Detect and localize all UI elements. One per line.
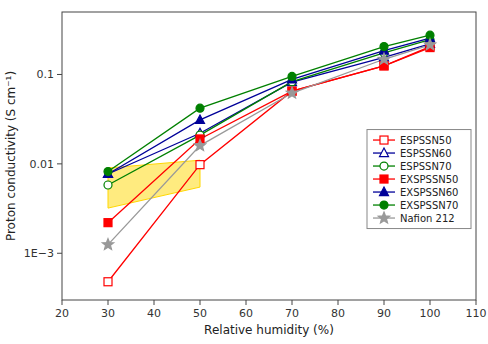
y-tick-label: 0.1 (37, 68, 55, 81)
legend-marker (380, 162, 388, 170)
legend-label: ESPSSN50 (400, 135, 452, 146)
legend-marker (380, 187, 389, 196)
series-line (108, 47, 430, 282)
x-tick-label: 50 (193, 307, 207, 320)
legend-label: EXSPSSN70 (400, 200, 458, 211)
data-point (378, 53, 389, 64)
series-line (108, 35, 430, 171)
data-point (102, 239, 113, 250)
plot-area (62, 12, 476, 300)
x-tick (200, 300, 201, 305)
legend-label: Nafion 212 (400, 213, 455, 224)
data-point (104, 168, 112, 176)
y-tick (57, 163, 62, 164)
data-point (104, 219, 112, 227)
x-tick-label: 70 (285, 307, 299, 320)
y-tick (57, 253, 62, 254)
y-tick (57, 74, 62, 75)
data-point (380, 43, 388, 51)
x-tick-label: 60 (239, 307, 253, 320)
x-tick (62, 300, 63, 305)
chart: 20 30 40 50 60 70 80 90 100 110 1E−3 0.01 0.1 Relativ… (0, 0, 488, 344)
data-point (196, 115, 205, 124)
data-point (196, 104, 204, 112)
data-point (288, 72, 296, 80)
y-axis-label: Proton conductivity (S cm⁻¹) (4, 71, 18, 241)
legend: ESPSSN50 ESPSSN60 ESPSSN70 EXSPSSN50 EXSPSSN… (367, 130, 471, 229)
legend-marker (380, 201, 388, 209)
x-tick-label: 80 (331, 307, 345, 320)
x-tick (476, 300, 477, 305)
legend-marker (380, 175, 388, 183)
data-point (196, 161, 204, 169)
x-tick (338, 300, 339, 305)
data-point (286, 87, 297, 98)
x-tick-label: 90 (377, 307, 391, 320)
x-tick (384, 300, 385, 305)
x-axis-label: Relative humidity (%) (204, 323, 334, 337)
data-point (104, 278, 112, 286)
x-tick (430, 300, 431, 305)
x-tick (292, 300, 293, 305)
x-tick-label: 40 (147, 307, 161, 320)
legend-marker (380, 148, 389, 157)
y-tick-label: 0.01 (30, 158, 55, 171)
x-tick (154, 300, 155, 305)
x-tick-label: 30 (101, 307, 115, 320)
legend-label: EXSPSSN60 (400, 187, 458, 198)
data-point (194, 140, 205, 151)
axes: 20 30 40 50 60 70 80 90 100 110 1E−3 0.01 0.1 (24, 68, 487, 320)
legend-label: ESPSSN60 (400, 148, 452, 159)
x-tick-label: 100 (420, 307, 441, 320)
legend-box (367, 130, 471, 229)
data-point (424, 39, 435, 50)
series-line (108, 44, 430, 174)
legend-label: ESPSSN70 (400, 161, 452, 172)
plot-frame (62, 12, 476, 300)
series-line (108, 40, 430, 185)
x-tick (246, 300, 247, 305)
x-tick (108, 300, 109, 305)
legend-label: EXSPSSN50 (400, 174, 458, 185)
legend-marker (378, 212, 389, 223)
x-tick-label: 110 (466, 307, 487, 320)
data-point (104, 181, 112, 189)
x-tick-label: 20 (55, 307, 69, 320)
legend-marker (380, 136, 388, 144)
y-tick-label: 1E−3 (24, 247, 54, 260)
